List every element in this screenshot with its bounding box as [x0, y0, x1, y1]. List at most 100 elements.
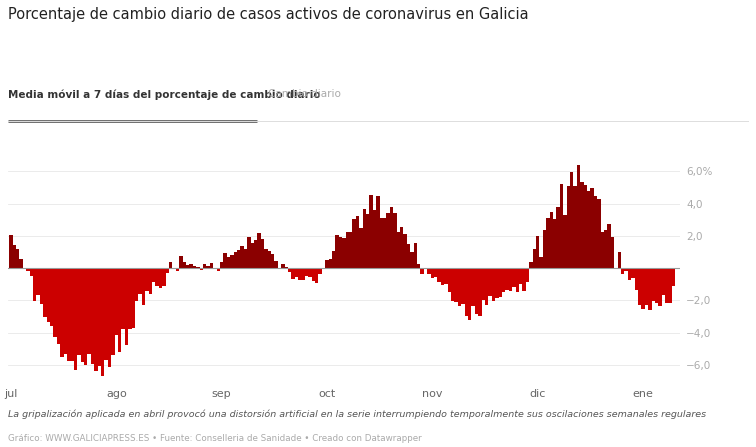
Bar	[175, 268, 179, 270]
Bar	[672, 268, 675, 286]
Bar	[458, 268, 461, 306]
Text: La gripalización aplicada en abril provocó una distorsión artificial en la serie: La gripalización aplicada en abril provo…	[8, 409, 705, 418]
Bar	[587, 191, 590, 268]
Bar	[539, 257, 543, 268]
Bar	[261, 239, 264, 268]
Bar	[668, 268, 672, 303]
Bar	[169, 262, 172, 268]
Bar	[237, 250, 240, 268]
Bar	[230, 255, 234, 268]
Bar	[84, 268, 88, 365]
Bar	[152, 268, 156, 282]
Bar	[465, 268, 468, 316]
Bar	[417, 264, 420, 268]
Bar	[77, 268, 81, 354]
Bar	[593, 196, 597, 268]
Bar	[352, 219, 356, 268]
Bar	[655, 268, 658, 303]
Bar	[345, 232, 349, 268]
Bar	[302, 268, 305, 280]
Bar	[506, 268, 509, 290]
Bar	[163, 268, 166, 286]
Bar	[627, 268, 631, 280]
Bar	[305, 268, 308, 276]
Bar	[648, 268, 652, 310]
Bar	[291, 268, 295, 279]
Bar	[472, 268, 475, 306]
Bar	[166, 268, 169, 273]
Bar	[193, 266, 196, 268]
Bar	[516, 268, 519, 292]
Bar	[509, 268, 513, 291]
Bar	[611, 237, 614, 268]
Bar	[288, 268, 291, 272]
Bar	[488, 268, 492, 295]
Bar	[407, 244, 411, 268]
Bar	[240, 246, 243, 268]
Bar	[359, 228, 363, 268]
Bar	[125, 268, 129, 345]
Bar	[641, 268, 645, 309]
Bar	[438, 268, 441, 282]
Bar	[658, 268, 662, 306]
Bar	[597, 199, 600, 268]
Bar	[33, 268, 36, 301]
Bar	[67, 268, 70, 361]
Bar	[373, 210, 376, 268]
Bar	[400, 227, 404, 268]
Bar	[74, 268, 77, 370]
Bar	[536, 236, 539, 268]
Bar	[614, 268, 618, 269]
Bar	[227, 257, 230, 268]
Bar	[618, 252, 621, 268]
Bar	[104, 268, 108, 360]
Bar	[145, 268, 149, 291]
Bar	[652, 268, 655, 301]
Bar	[339, 236, 342, 268]
Bar	[590, 188, 593, 268]
Bar	[254, 240, 257, 268]
Bar	[550, 212, 553, 268]
Bar	[454, 268, 458, 302]
Bar	[43, 268, 47, 317]
Bar	[342, 237, 345, 268]
Bar	[662, 268, 665, 295]
Bar	[559, 184, 563, 268]
Bar	[271, 254, 274, 268]
Bar	[101, 268, 104, 375]
Bar	[60, 268, 64, 357]
Bar	[570, 172, 573, 268]
Bar	[209, 262, 213, 268]
Bar	[513, 268, 516, 287]
Bar	[329, 258, 332, 268]
Bar	[132, 268, 135, 328]
Bar	[234, 252, 237, 268]
Bar	[172, 268, 176, 269]
Bar	[277, 268, 281, 269]
Bar	[529, 261, 532, 268]
Bar	[70, 268, 74, 361]
Bar	[332, 251, 336, 268]
Bar	[243, 249, 247, 268]
Bar	[475, 268, 479, 314]
Bar	[624, 268, 627, 271]
Bar	[247, 236, 250, 268]
Bar	[295, 268, 298, 277]
Bar	[376, 196, 380, 268]
Bar	[445, 268, 448, 284]
Bar	[448, 268, 451, 292]
Bar	[138, 268, 142, 294]
Bar	[393, 213, 397, 268]
Bar	[499, 268, 502, 297]
Bar	[223, 253, 227, 268]
Bar	[40, 268, 43, 304]
Bar	[118, 268, 122, 352]
Bar	[220, 262, 223, 268]
Bar	[9, 235, 13, 268]
Bar	[64, 268, 67, 354]
Bar	[461, 268, 465, 304]
Bar	[284, 267, 288, 268]
Bar	[556, 207, 559, 268]
Bar	[336, 235, 339, 268]
Bar	[631, 268, 634, 278]
